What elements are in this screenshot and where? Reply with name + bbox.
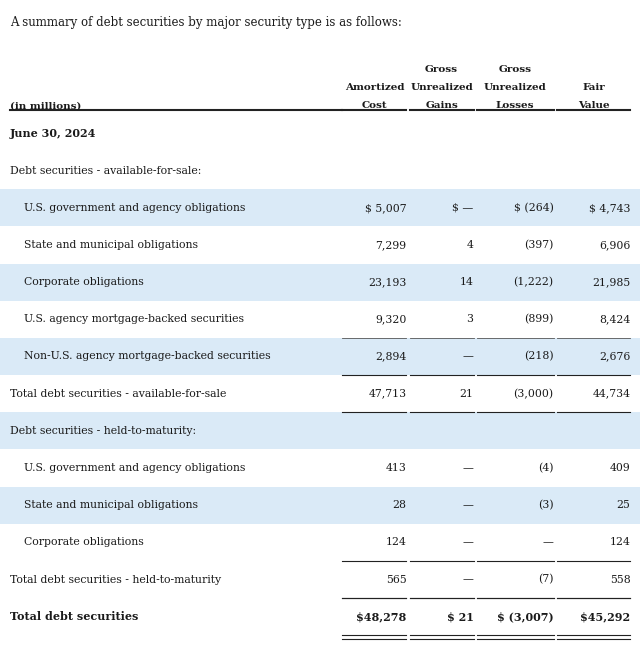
Text: (in millions): (in millions) bbox=[10, 101, 81, 110]
Text: —: — bbox=[463, 463, 474, 473]
Text: —: — bbox=[463, 352, 474, 361]
Text: 413: 413 bbox=[385, 463, 406, 473]
Text: (1,222): (1,222) bbox=[513, 277, 554, 287]
Text: Non-U.S. agency mortgage-backed securities: Non-U.S. agency mortgage-backed securiti… bbox=[24, 352, 270, 361]
Text: 21: 21 bbox=[460, 389, 474, 399]
Text: 565: 565 bbox=[386, 575, 406, 584]
Text: 14: 14 bbox=[460, 277, 474, 287]
Text: (4): (4) bbox=[538, 463, 554, 473]
Text: State and municipal obligations: State and municipal obligations bbox=[24, 500, 198, 510]
Text: Debt securities - available-for-sale:: Debt securities - available-for-sale: bbox=[10, 166, 201, 175]
Text: $48,278: $48,278 bbox=[356, 611, 406, 622]
Text: $ (264): $ (264) bbox=[514, 203, 554, 213]
Text: 7,299: 7,299 bbox=[375, 240, 406, 250]
Text: Value: Value bbox=[578, 101, 609, 110]
Text: 23,193: 23,193 bbox=[368, 277, 406, 287]
Text: 124: 124 bbox=[385, 537, 406, 548]
Text: A summary of debt securities by major security type is as follows:: A summary of debt securities by major se… bbox=[10, 16, 401, 29]
Text: $ 5,007: $ 5,007 bbox=[365, 203, 406, 213]
Text: Total debt securities - held-to-maturity: Total debt securities - held-to-maturity bbox=[10, 575, 221, 584]
Text: —: — bbox=[543, 537, 554, 548]
Text: Total debt securities - available-for-sale: Total debt securities - available-for-sa… bbox=[10, 389, 226, 399]
Text: 3: 3 bbox=[467, 314, 474, 324]
Text: Total debt securities: Total debt securities bbox=[10, 611, 138, 622]
Text: 28: 28 bbox=[392, 500, 406, 510]
Text: Corporate obligations: Corporate obligations bbox=[24, 277, 143, 287]
Text: 4: 4 bbox=[467, 240, 474, 250]
Text: $ 4,743: $ 4,743 bbox=[589, 203, 630, 213]
Text: 558: 558 bbox=[610, 575, 630, 584]
Text: Unrealized: Unrealized bbox=[484, 83, 547, 92]
Text: (7): (7) bbox=[538, 575, 554, 585]
Text: (3,000): (3,000) bbox=[513, 388, 554, 399]
Text: Gross: Gross bbox=[425, 64, 458, 74]
Text: Corporate obligations: Corporate obligations bbox=[24, 537, 143, 548]
Bar bbox=[0, 338, 640, 375]
Text: June 30, 2024: June 30, 2024 bbox=[10, 128, 96, 139]
Bar bbox=[0, 264, 640, 301]
Text: 8,424: 8,424 bbox=[599, 314, 630, 324]
Text: $ 21: $ 21 bbox=[447, 611, 474, 622]
Bar bbox=[0, 412, 640, 450]
Text: 21,985: 21,985 bbox=[592, 277, 630, 287]
Text: $ (3,007): $ (3,007) bbox=[497, 611, 554, 622]
Text: 25: 25 bbox=[616, 500, 630, 510]
Bar bbox=[0, 486, 640, 524]
Text: U.S. agency mortgage-backed securities: U.S. agency mortgage-backed securities bbox=[24, 314, 244, 324]
Text: 409: 409 bbox=[610, 463, 630, 473]
Text: $45,292: $45,292 bbox=[580, 611, 630, 622]
Text: U.S. government and agency obligations: U.S. government and agency obligations bbox=[24, 463, 245, 473]
Text: Losses: Losses bbox=[496, 101, 534, 110]
Text: $ —: $ — bbox=[452, 203, 474, 213]
Text: —: — bbox=[463, 500, 474, 510]
Text: 6,906: 6,906 bbox=[599, 240, 630, 250]
Text: Gross: Gross bbox=[499, 64, 532, 74]
Text: 124: 124 bbox=[609, 537, 630, 548]
Text: Gains: Gains bbox=[425, 101, 458, 110]
Text: 44,734: 44,734 bbox=[593, 389, 630, 399]
Text: 47,713: 47,713 bbox=[368, 389, 406, 399]
Text: 2,894: 2,894 bbox=[375, 352, 406, 361]
Text: Cost: Cost bbox=[362, 101, 387, 110]
Text: 2,676: 2,676 bbox=[599, 352, 630, 361]
Text: (3): (3) bbox=[538, 500, 554, 510]
Text: Fair: Fair bbox=[582, 83, 605, 92]
Text: State and municipal obligations: State and municipal obligations bbox=[24, 240, 198, 250]
Text: —: — bbox=[463, 575, 474, 584]
Text: U.S. government and agency obligations: U.S. government and agency obligations bbox=[24, 203, 245, 213]
Text: Amortized: Amortized bbox=[345, 83, 404, 92]
Text: Debt securities - held-to-maturity:: Debt securities - held-to-maturity: bbox=[10, 426, 196, 436]
Text: Unrealized: Unrealized bbox=[410, 83, 473, 92]
Text: 9,320: 9,320 bbox=[375, 314, 406, 324]
Text: —: — bbox=[463, 537, 474, 548]
Text: (899): (899) bbox=[524, 314, 554, 324]
Bar bbox=[0, 189, 640, 226]
Text: (397): (397) bbox=[524, 240, 554, 250]
Text: (218): (218) bbox=[524, 352, 554, 362]
